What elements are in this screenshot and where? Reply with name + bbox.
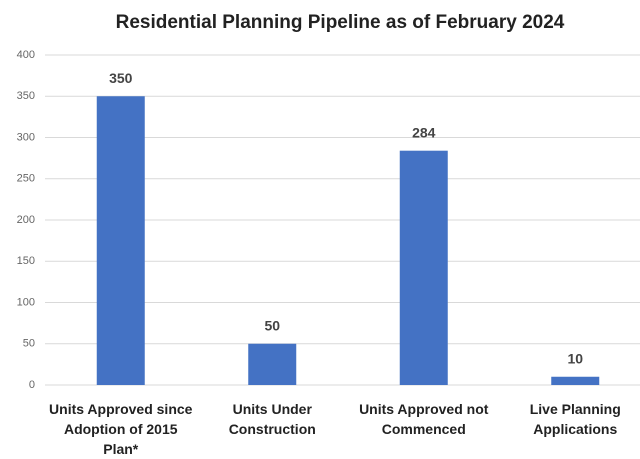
data-label: 284 — [412, 124, 436, 140]
y-tick-label: 50 — [23, 338, 35, 350]
bar — [248, 343, 297, 385]
x-tick-label: Units Approved not Commenced — [359, 401, 489, 437]
data-label: 350 — [109, 70, 133, 86]
y-tick-label: 350 — [17, 90, 35, 102]
x-tick-label: Live Planning Applications — [529, 401, 621, 437]
y-tick-label: 400 — [17, 49, 35, 61]
y-tick-label: 0 — [29, 379, 35, 391]
bar — [399, 150, 448, 385]
y-tick-label: 200 — [17, 214, 35, 226]
data-label: 50 — [264, 317, 280, 333]
y-tick-label: 300 — [17, 131, 35, 143]
y-tick-label: 100 — [17, 296, 35, 308]
chart-title: Residential Planning Pipeline as of Febr… — [116, 12, 565, 33]
data-label: 10 — [567, 350, 583, 366]
x-tick-label: Units Under Construction — [228, 401, 316, 437]
y-tick-label: 150 — [17, 255, 35, 267]
y-tick-label: 250 — [17, 173, 35, 185]
x-tick-label: Units Approved since Adoption of 2015 Pl… — [49, 401, 193, 457]
bar — [551, 376, 600, 385]
bar — [96, 96, 145, 385]
